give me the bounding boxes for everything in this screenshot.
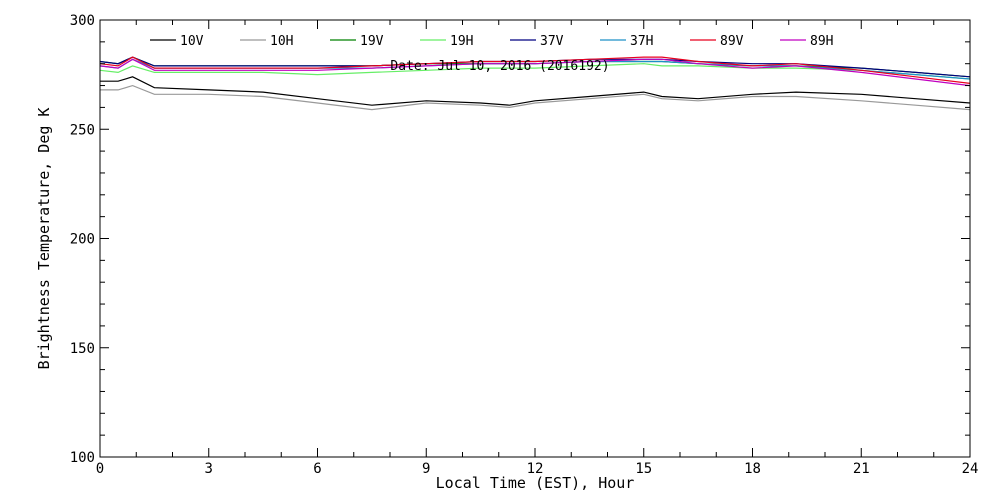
series-line-10v: [100, 76, 971, 106]
series-line-89h: [99, 58, 971, 87]
legend-label-37v: 37V: [540, 34, 564, 49]
y-tick-label: 250: [70, 122, 95, 138]
x-tick-label: 0: [96, 461, 104, 477]
ticks-layer: 0 3 6 9 12 15 18 21 24 100 150 200 250 300: [70, 13, 979, 477]
y-tick-label: 200: [70, 232, 95, 248]
series-line-10h: [100, 84, 971, 111]
x-tick-label: 18: [744, 461, 761, 477]
x-axis-label: Local Time (EST), Hour: [436, 474, 635, 492]
x-tick-label: 21: [853, 461, 870, 477]
legend-label-37h: 37H: [630, 34, 653, 49]
x-tick-label: 9: [422, 461, 430, 477]
x-tick-label: 3: [205, 461, 213, 477]
y-tick-label: 300: [70, 13, 95, 29]
legend-label-10h: 10H: [270, 34, 293, 49]
legend-label-89h: 89H: [810, 34, 833, 49]
x-tick-label: 12: [527, 461, 544, 477]
x-tick-label: 6: [313, 461, 321, 477]
series-line-19h: [99, 63, 971, 80]
date-annotation: Date: Jul 10, 2016 (2016192): [390, 59, 609, 74]
plot-frame: [99, 19, 971, 458]
y-axis-label: Brightness Temperature, Deg K: [35, 108, 53, 370]
series-line-89v: [99, 56, 971, 84]
x-tick-label: 15: [635, 461, 652, 477]
legend: 10V 10H 19V 19H 37V 37H 89V 89H: [150, 34, 833, 49]
series-layer: [99, 56, 971, 111]
legend-label-10v: 10V: [180, 34, 204, 49]
x-tick-label: 24: [962, 461, 979, 477]
y-tick-label: 100: [70, 450, 95, 466]
legend-label-19h: 19H: [450, 34, 473, 49]
y-tick-label: 150: [70, 341, 95, 357]
legend-label-89v: 89V: [720, 34, 744, 49]
legend-label-19v: 19V: [360, 34, 384, 49]
